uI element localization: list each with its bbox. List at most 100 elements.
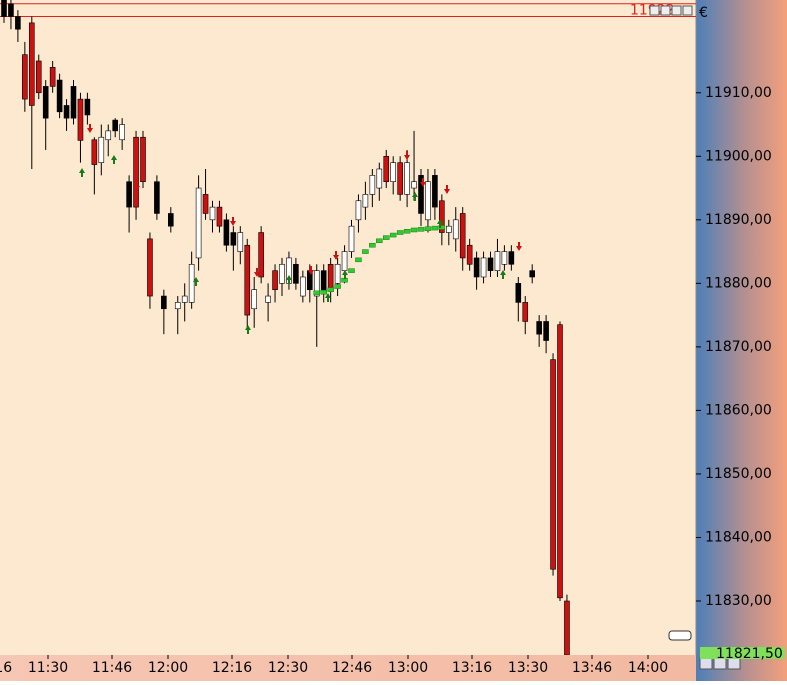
indicator-dot xyxy=(417,227,425,232)
candle-body xyxy=(466,244,473,265)
indicator-dot xyxy=(410,227,418,233)
scale-handle[interactable] xyxy=(668,630,692,641)
candle-body xyxy=(334,263,341,284)
candle-body xyxy=(105,130,112,141)
candle-body xyxy=(362,194,369,208)
indicator-dot xyxy=(383,235,390,240)
signal-arrow xyxy=(437,219,443,228)
candle-body xyxy=(564,600,570,655)
currency: € xyxy=(699,5,708,21)
candle-body xyxy=(543,321,549,341)
x-tick-label: 11:16 xyxy=(0,660,12,676)
candle-body xyxy=(112,119,118,132)
candle-body xyxy=(258,232,264,278)
candle-body xyxy=(494,251,501,271)
x-tick-label: 13:30 xyxy=(508,660,548,676)
x-tick-label: 12:00 xyxy=(148,660,188,676)
indicator-dot xyxy=(389,232,397,238)
signal-arrow xyxy=(193,277,199,286)
candle-body xyxy=(1,0,7,17)
candle-body xyxy=(376,168,383,189)
window-buttons[interactable] xyxy=(649,5,693,16)
candle-body xyxy=(452,219,459,240)
x-tick-label: 11:46 xyxy=(92,660,132,676)
candle-body xyxy=(98,136,105,163)
indicator-dot xyxy=(327,287,334,292)
signal-arrow xyxy=(444,185,450,194)
x-tick-label: 12:46 xyxy=(332,660,372,676)
candle-body xyxy=(293,263,299,284)
signal-arrow xyxy=(342,270,348,279)
y-tick-label: 11900,00 xyxy=(705,148,772,164)
signal-arrow xyxy=(245,325,251,334)
x-tick-label: 11:30 xyxy=(28,660,68,676)
signal-arrow xyxy=(500,270,506,279)
candle-body xyxy=(445,225,452,233)
candle-body xyxy=(327,263,334,290)
candle-body xyxy=(418,175,424,214)
price-axis xyxy=(696,0,787,681)
candle-body xyxy=(522,302,529,322)
signal-arrow xyxy=(254,268,260,277)
candle-body xyxy=(42,86,49,119)
candle-body xyxy=(168,213,174,227)
candle-body xyxy=(77,98,84,141)
candle-body xyxy=(209,206,216,221)
candle-body xyxy=(501,251,508,265)
candle-body xyxy=(529,270,536,278)
candle-body xyxy=(8,3,14,17)
x-tick-label: 14:00 xyxy=(628,660,668,676)
candle-body xyxy=(133,136,139,208)
indicator-dot xyxy=(396,230,404,235)
signal-arrow xyxy=(404,151,410,160)
signal-arrow xyxy=(286,275,292,284)
last-price-label: 11821,50 xyxy=(716,646,783,662)
x-tick-label: 13:46 xyxy=(572,660,612,676)
candle-body xyxy=(265,295,271,303)
signal-arrow xyxy=(111,155,117,164)
time-axis xyxy=(0,655,696,681)
indicator-dot xyxy=(403,229,411,234)
candle-body xyxy=(300,276,306,297)
candle-body xyxy=(202,194,209,214)
candle-body xyxy=(49,67,56,87)
candle-body xyxy=(439,200,445,233)
indicator-dot xyxy=(431,225,439,231)
candle-body xyxy=(174,302,181,310)
signal-arrow xyxy=(230,217,236,226)
candle-body xyxy=(188,263,195,303)
indicator-dot xyxy=(320,289,327,295)
candle-body xyxy=(251,289,257,310)
candle-body xyxy=(432,175,438,208)
x-tick-label: 12:30 xyxy=(268,660,308,676)
candle-body xyxy=(22,54,28,100)
candle-body xyxy=(355,200,362,221)
indicator-dot xyxy=(348,268,355,273)
indicator-dot xyxy=(334,284,341,289)
candle-body xyxy=(126,181,132,208)
candle-body xyxy=(84,98,91,116)
candle-body xyxy=(181,295,188,303)
y-tick-label: 11870,00 xyxy=(705,339,772,355)
candle-body xyxy=(119,124,125,141)
signal-arrow xyxy=(420,178,426,187)
signal-arrow xyxy=(134,182,140,191)
x-tick-label: 13:00 xyxy=(388,660,428,676)
candle-body xyxy=(536,321,542,335)
candle-body xyxy=(140,136,146,182)
signal-arrow xyxy=(333,251,339,260)
y-tick-label: 11850,00 xyxy=(705,466,772,482)
indicator-dot xyxy=(355,257,362,263)
candle-body xyxy=(91,139,98,165)
candle-body xyxy=(411,181,417,189)
candle-body xyxy=(480,257,487,278)
candle-body xyxy=(272,270,278,290)
candle-body xyxy=(425,181,431,221)
candle-body xyxy=(28,22,35,106)
signal-arrow xyxy=(87,124,93,133)
plot-area xyxy=(0,0,696,655)
candle-body xyxy=(383,155,390,182)
candle-body xyxy=(341,251,348,271)
